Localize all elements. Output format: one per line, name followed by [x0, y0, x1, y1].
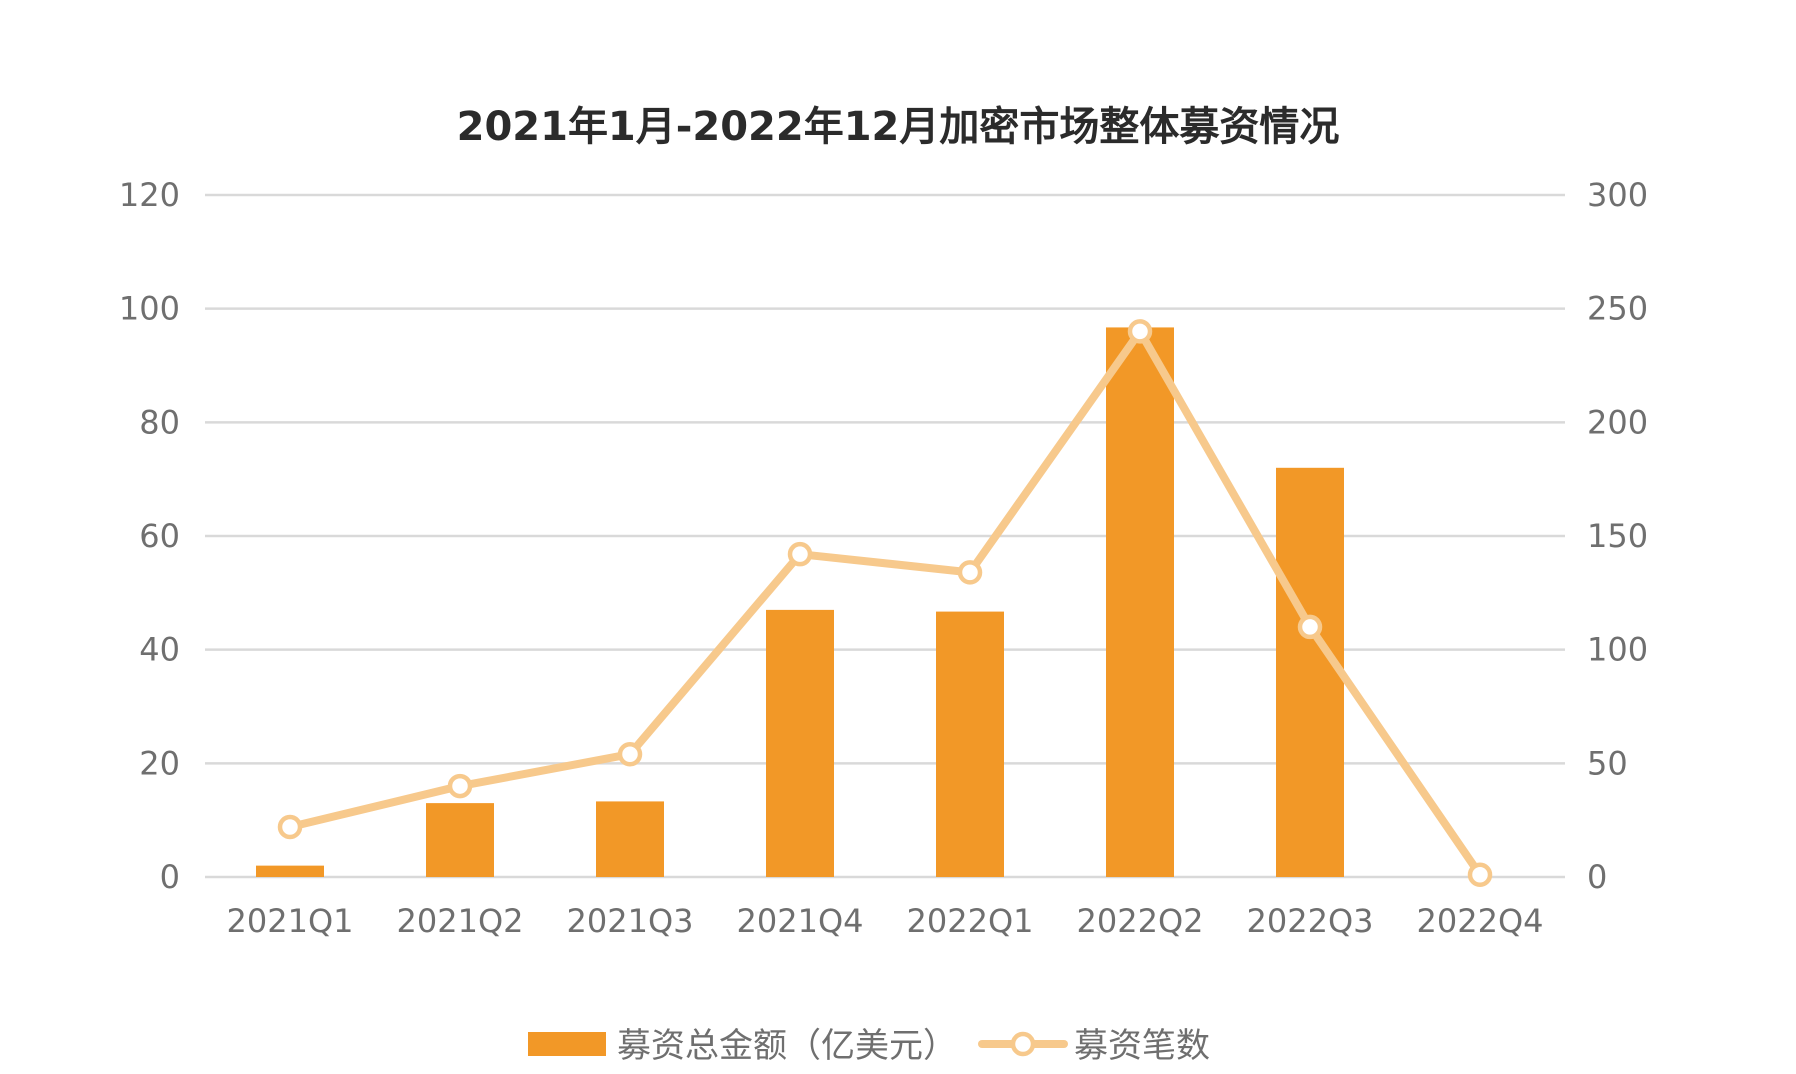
- x-tick-label: 2022Q3: [1247, 902, 1374, 940]
- line-point: [787, 541, 813, 567]
- legend-label-bar: 募资总金额（亿美元）: [617, 1026, 957, 1066]
- legend: 募资总金额（亿美元） 募资笔数: [528, 1026, 1210, 1066]
- chart-title: 2021年1月-2022年12月加密市场整体募资情况: [457, 104, 1340, 150]
- line-point: [277, 814, 303, 840]
- bar: [1276, 467, 1344, 877]
- bar: [936, 611, 1004, 877]
- right-tick-label: 100: [1587, 631, 1648, 669]
- x-axis: 2021Q1 2021Q2 2021Q3 2021Q4 2022Q1 2022Q2 2022…: [227, 902, 1544, 940]
- x-tick-label: 2021Q4: [737, 902, 864, 940]
- bar: [426, 803, 494, 877]
- left-tick-label: 60: [139, 517, 180, 555]
- line-path: [286, 327, 1484, 879]
- left-tick-label: 0: [160, 858, 180, 896]
- left-tick-label: 100: [119, 290, 180, 328]
- x-tick-label: 2022Q2: [1077, 902, 1204, 940]
- bar-series: [256, 327, 1344, 878]
- bar: [596, 801, 664, 877]
- grid-lines: [205, 193, 1565, 879]
- x-tick-label: 2021Q2: [397, 902, 524, 940]
- line-point: [1467, 862, 1493, 887]
- line-point: [1127, 319, 1153, 344]
- left-tick-label: 120: [119, 176, 180, 214]
- line-series: [277, 319, 1493, 887]
- right-tick-label: 150: [1587, 517, 1648, 555]
- right-tick-label: 250: [1587, 290, 1648, 328]
- left-tick-label: 40: [139, 631, 180, 669]
- x-tick-label: 2021Q1: [227, 902, 354, 940]
- right-y-axis: 0 50 100 150 200 250 300: [1587, 176, 1648, 896]
- legend-swatch-marker: [1010, 1031, 1036, 1057]
- line-point: [957, 560, 983, 585]
- line-point: [617, 741, 643, 767]
- x-tick-label: 2022Q1: [907, 902, 1034, 940]
- right-tick-label: 300: [1587, 176, 1648, 214]
- bar: [1106, 327, 1174, 878]
- line-point: [447, 773, 473, 799]
- bar: [766, 609, 834, 877]
- bar: [256, 865, 324, 877]
- x-tick-label: 2021Q3: [567, 902, 694, 940]
- right-tick-label: 50: [1587, 744, 1628, 782]
- legend-label-line: 募资笔数: [1074, 1026, 1210, 1066]
- legend-swatch-bar: [528, 1032, 606, 1056]
- x-tick-label: 2022Q4: [1417, 902, 1544, 940]
- right-tick-label: 200: [1587, 403, 1648, 441]
- line-point: [1297, 614, 1323, 640]
- left-tick-label: 20: [139, 744, 180, 782]
- right-tick-label: 0: [1587, 858, 1607, 896]
- left-y-axis: 0 20 40 60 80 100 120: [119, 176, 180, 896]
- left-tick-label: 80: [139, 403, 180, 441]
